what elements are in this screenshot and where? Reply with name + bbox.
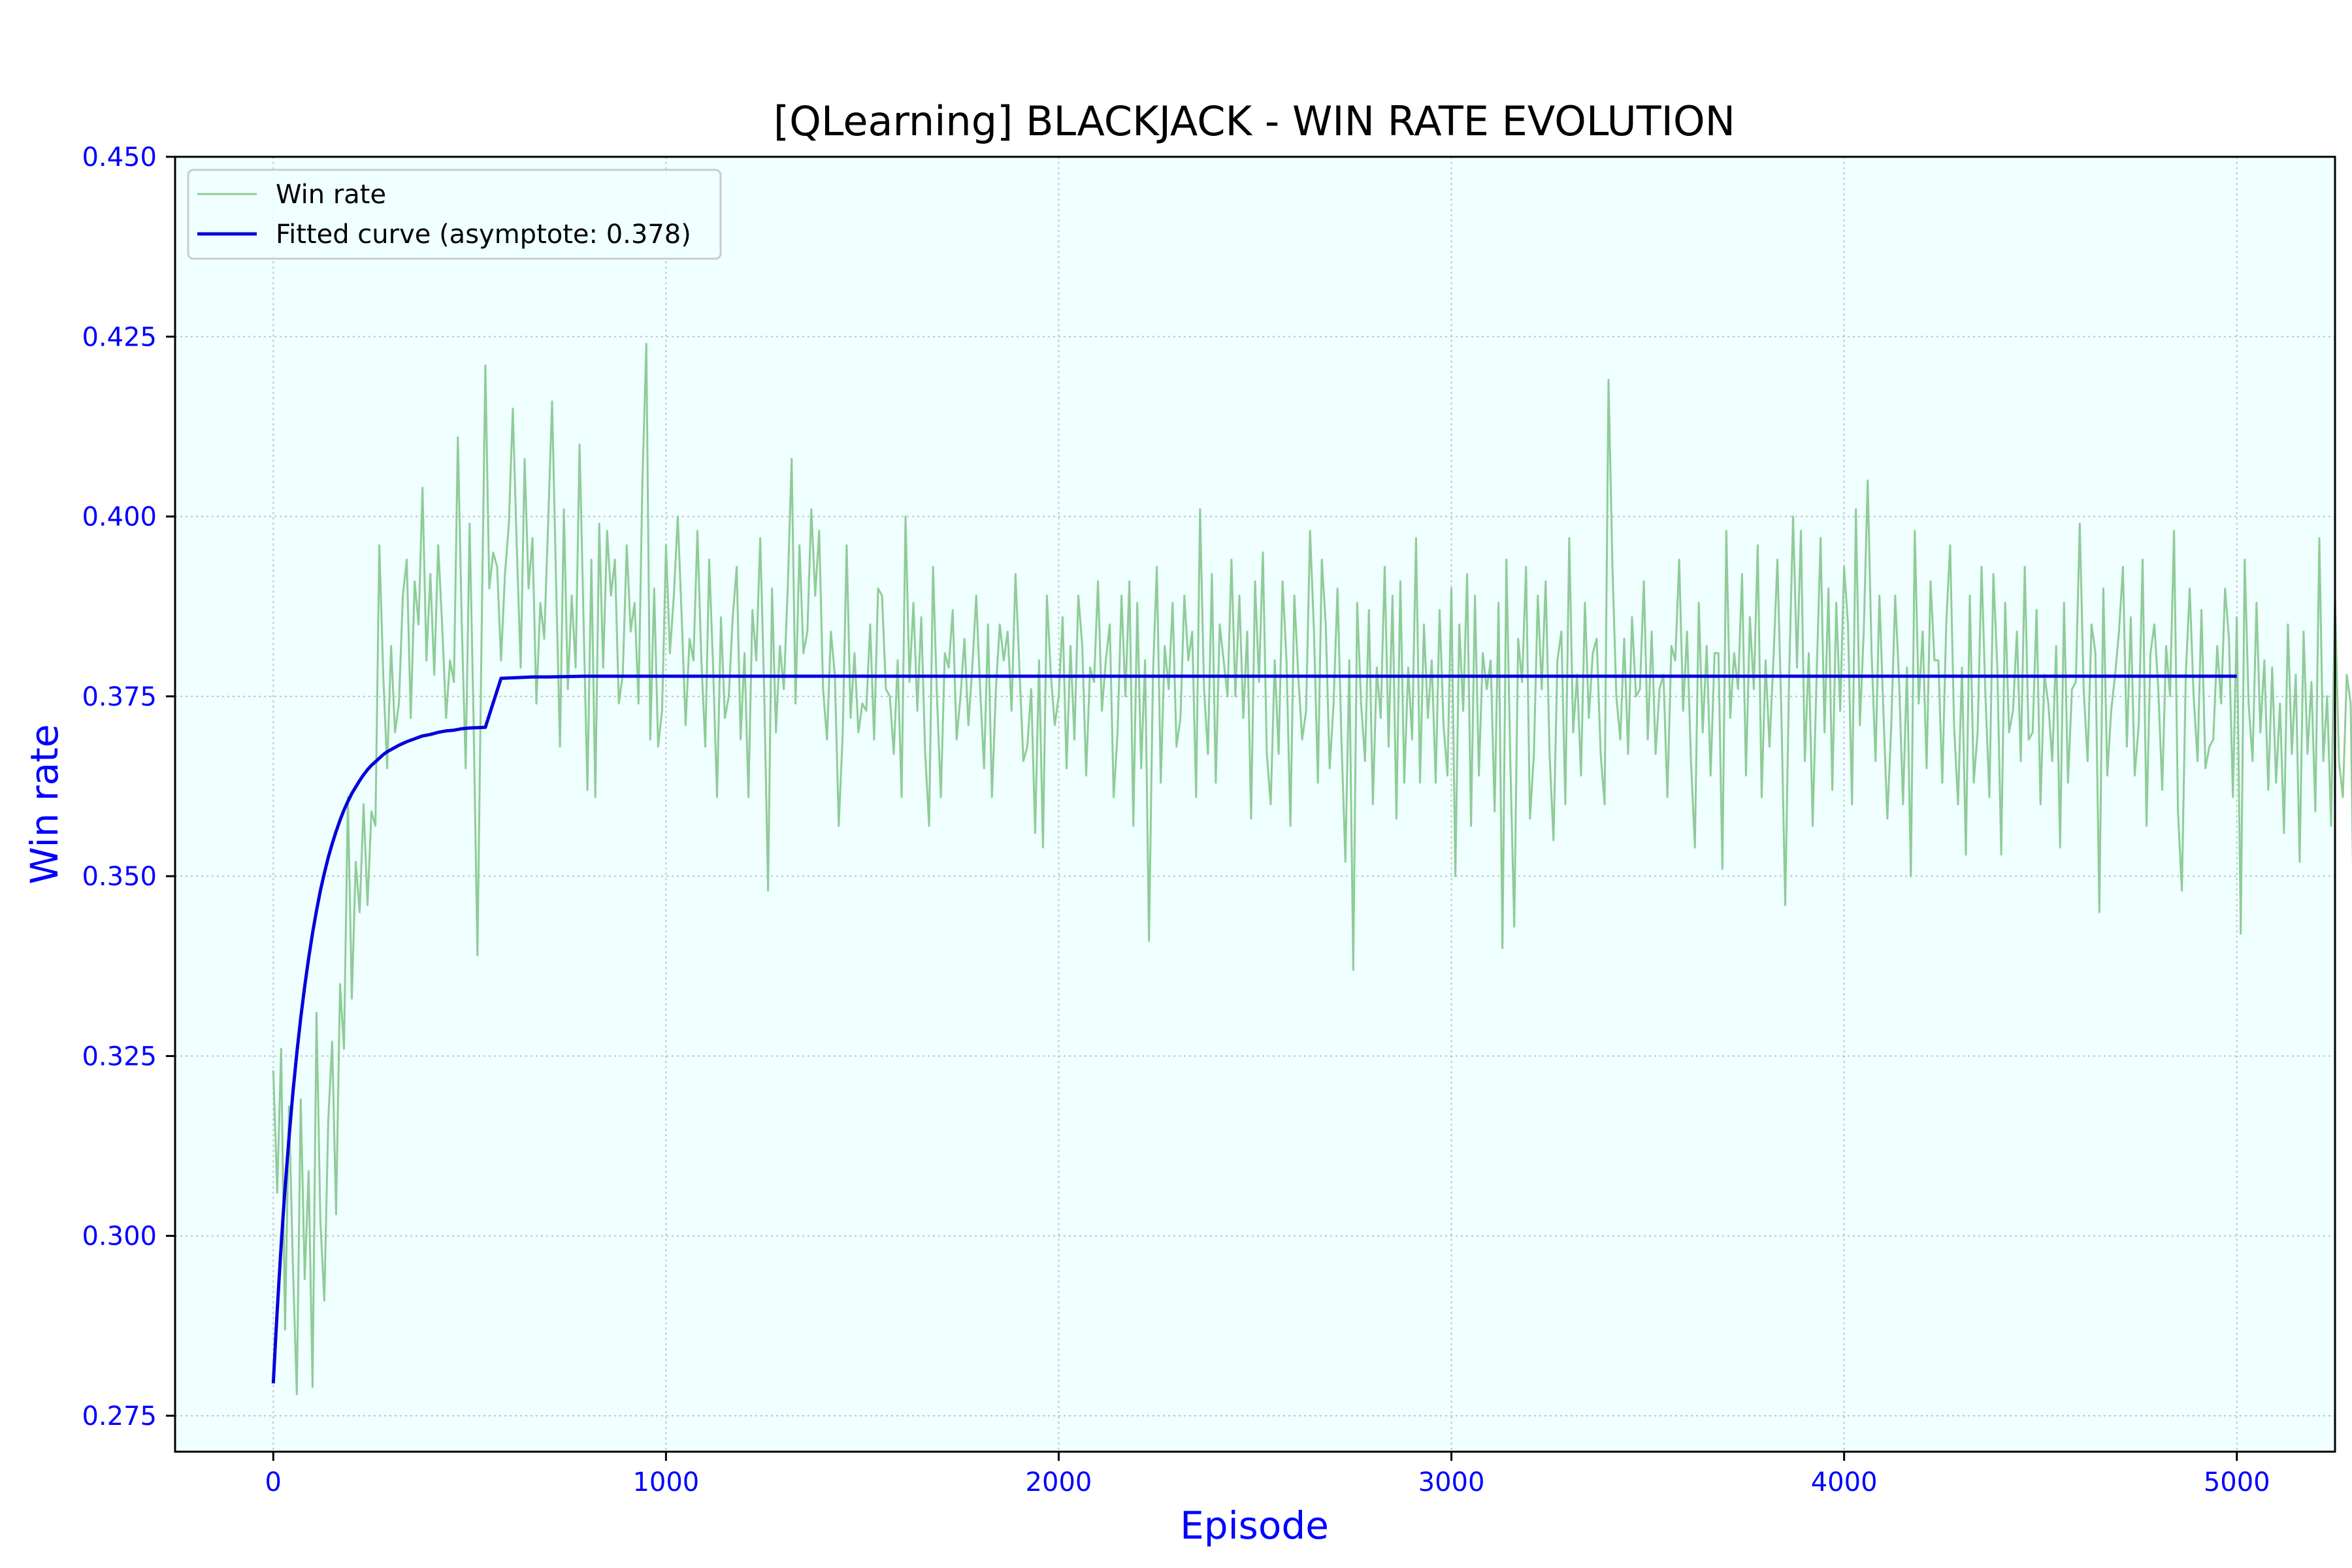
y-axis-label: Win rate bbox=[22, 724, 67, 884]
x-tick-label: 0 bbox=[265, 1467, 282, 1497]
x-tick-label: 3000 bbox=[1418, 1467, 1485, 1497]
chart-title: [QLearning] BLACKJACK - WIN RATE EVOLUTI… bbox=[774, 97, 1735, 145]
series-layer bbox=[271, 342, 2352, 1396]
x-tick-label: 1000 bbox=[632, 1467, 699, 1497]
y-tick-label: 0.425 bbox=[82, 322, 157, 352]
legend-label-win-rate: Win rate bbox=[276, 180, 386, 210]
legend: Win rate Fitted curve (asymptote: 0.378) bbox=[187, 169, 722, 260]
series-win-rate-line bbox=[272, 342, 2352, 1396]
axis-ticks: 0 1000 2000 3000 4000 5000 0.275 0.300 0.325 0.35… bbox=[82, 142, 2270, 1497]
legend-label-fitted-curve: Fitted curve (asymptote: 0.378) bbox=[276, 220, 691, 250]
legend-box bbox=[187, 169, 722, 260]
y-tick-label: 0.450 bbox=[82, 142, 157, 172]
series-fitted-curve-line bbox=[271, 674, 2237, 1384]
y-tick-label: 0.375 bbox=[82, 682, 157, 712]
y-tick-label: 0.350 bbox=[82, 862, 157, 892]
x-tick-label: 2000 bbox=[1026, 1467, 1092, 1497]
x-axis-label: Episode bbox=[1180, 1503, 1329, 1548]
y-tick-label: 0.400 bbox=[82, 502, 157, 532]
plot-frame bbox=[174, 155, 2336, 1453]
y-tick-label: 0.325 bbox=[82, 1041, 157, 1071]
x-tick-label: 4000 bbox=[1811, 1467, 1878, 1497]
plot-background bbox=[175, 157, 2335, 1452]
x-tick-label: 5000 bbox=[2204, 1467, 2270, 1497]
y-tick-label: 0.300 bbox=[82, 1222, 157, 1252]
y-tick-label: 0.275 bbox=[82, 1401, 157, 1431]
